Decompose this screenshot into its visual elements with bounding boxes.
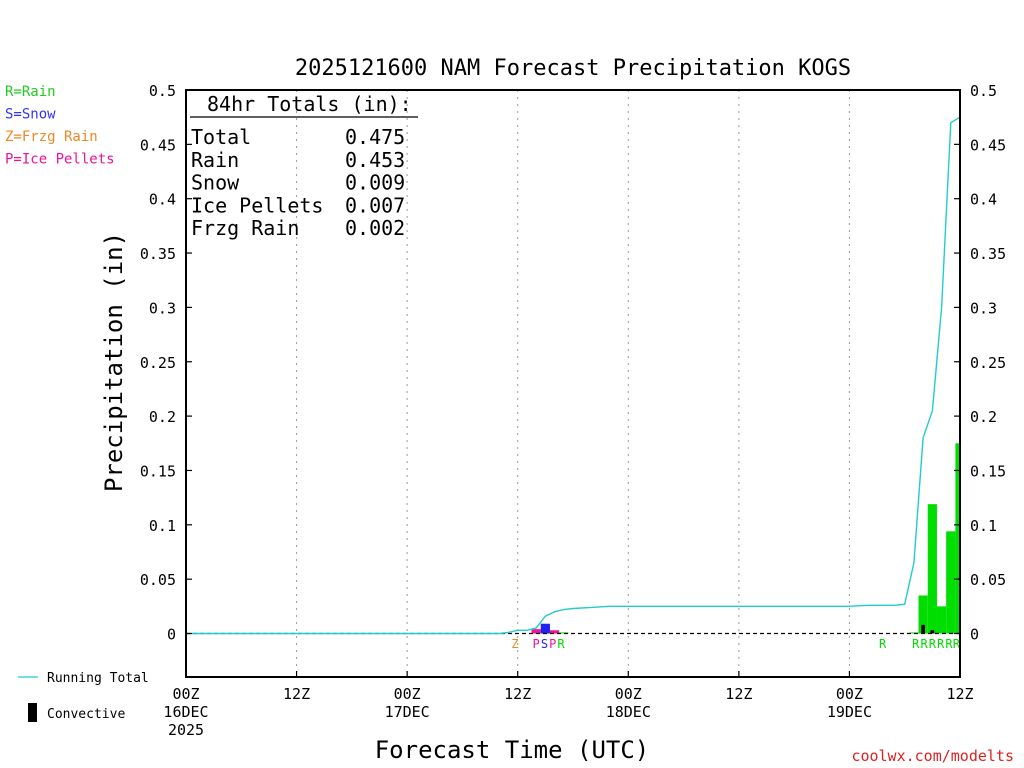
- y-tick-label-right: 0.2: [970, 408, 997, 426]
- convective-legend-label: Convective: [47, 707, 125, 722]
- ptype-legend: R=Rain S=Snow Z=Frzg Rain P=Ice Pellets: [5, 84, 115, 168]
- x-tick-label: 00Z: [615, 685, 642, 703]
- x-tick-label: 12Z: [283, 685, 310, 703]
- source-credit: coolwx.com/modelts: [851, 747, 1014, 765]
- x-tick-label: 12Z: [946, 685, 973, 703]
- totals-header: 84hr Totals (in):: [207, 92, 412, 116]
- precip-bar: [549, 630, 560, 634]
- x-tick-label: 19DEC: [827, 703, 872, 721]
- ptype-marker: R: [912, 637, 920, 651]
- y-tick-label-right: 0.1: [970, 517, 997, 535]
- ptype-legend-item: P=Ice Pellets: [5, 152, 115, 168]
- y-tick-label-right: 0.45: [970, 136, 1006, 154]
- totals-value: 0.453: [345, 148, 405, 172]
- y-tick-label-left: 0: [167, 626, 176, 644]
- y-tick-label-left: 0.25: [140, 354, 176, 372]
- y-tick-label-right: 0.05: [970, 571, 1006, 589]
- totals-value: 0.007: [345, 193, 405, 217]
- x-tick-label: 00Z: [836, 685, 863, 703]
- precip-bars: [531, 443, 960, 634]
- y-tick-label-left: 0.45: [140, 136, 176, 154]
- y-tick-label-left: 0.1: [149, 517, 176, 535]
- ptype-marker: R: [879, 637, 887, 651]
- totals-label: Rain: [191, 148, 239, 172]
- y-tick-label-left: 0.3: [149, 299, 176, 317]
- x-tick-label: 12Z: [725, 685, 752, 703]
- chart-title: 2025121600 NAM Forecast Precipitation KO…: [295, 56, 851, 81]
- ptype-marker: R: [920, 637, 928, 651]
- x-tick-label: 18DEC: [606, 703, 651, 721]
- x-tick-label: 2025: [168, 721, 204, 739]
- ptype-marker: P: [549, 637, 556, 651]
- y-tick-label-right: 0.25: [970, 354, 1006, 372]
- y-tick-label-right: 0.5: [970, 82, 997, 100]
- running-total-series: [186, 116, 961, 635]
- ptype-marker: P: [533, 637, 540, 651]
- y-axis-title: Precipitation (in): [100, 232, 128, 492]
- precip-bar: [531, 629, 541, 634]
- y-tick-label-right: 0: [970, 626, 979, 644]
- precip-bar: [918, 595, 928, 634]
- totals-label: Ice Pellets: [191, 193, 323, 217]
- totals-value: 0.009: [345, 171, 405, 195]
- plot-frame: [185, 89, 961, 678]
- ptype-legend-item: Z=Frzg Rain: [5, 129, 98, 145]
- convective-legend-swatch: [28, 703, 37, 722]
- running-total-legend-label: Running Total: [47, 671, 149, 686]
- x-tick-label: 17DEC: [385, 703, 430, 721]
- ptype-marker: Z: [511, 637, 518, 651]
- convective-bars: [921, 624, 935, 634]
- totals-label: Frzg Rain: [191, 216, 299, 240]
- y-tick-label-right: 0.15: [970, 462, 1006, 480]
- totals-box: 84hr Totals (in): Total 0.475 Rain 0.453 Sno…: [190, 92, 418, 240]
- x-tick-label: 00Z: [394, 685, 421, 703]
- y-axis-ticks: 0 0 0.05 0.05 0.1 0.1 0.15 0.15 0.2 0.2 0.25 0.25 0.…: [140, 82, 1006, 644]
- ptype-legend-item: S=Snow: [5, 107, 56, 123]
- ptype-marker: S: [541, 637, 548, 651]
- ptype-marker: R: [945, 637, 953, 651]
- y-tick-label-left: 0.35: [140, 245, 176, 263]
- totals-label: Total: [191, 125, 251, 149]
- ptype-marker: R: [929, 637, 937, 651]
- y-tick-label-right: 0.35: [970, 245, 1006, 263]
- precip-bar: [946, 531, 956, 634]
- x-tick-label: 00Z: [172, 685, 199, 703]
- y-tick-label-right: 0.3: [970, 299, 997, 317]
- totals-value: 0.475: [345, 125, 405, 149]
- y-tick-label-right: 0.4: [970, 191, 997, 209]
- totals-label: Snow: [191, 171, 240, 195]
- precip-bar: [936, 606, 947, 634]
- y-tick-label-left: 0.2: [149, 408, 176, 426]
- precip-bar: [955, 443, 960, 634]
- x-axis-title: Forecast Time (UTC): [375, 736, 650, 764]
- y-tick-label-left: 0.4: [149, 191, 176, 209]
- running-total-line: [186, 116, 961, 635]
- series-legend: Running Total Convective: [18, 671, 149, 722]
- ptype-marker: R: [953, 637, 961, 651]
- y-tick-label-left: 0.15: [140, 462, 176, 480]
- precip-bar: [927, 504, 937, 634]
- ptype-marker: R: [937, 637, 945, 651]
- ptype-legend-item: R=Rain: [5, 84, 56, 100]
- precip-bar: [909, 632, 919, 634]
- convective-bar: [930, 630, 935, 634]
- precip-bar: [559, 632, 569, 634]
- precip-bar: [540, 623, 550, 634]
- totals-value: 0.002: [345, 216, 405, 240]
- convective-bar: [921, 624, 925, 634]
- plot-border: [185, 89, 961, 678]
- y-tick-label-left: 0.05: [140, 571, 176, 589]
- x-tick-label: 12Z: [504, 685, 531, 703]
- ptype-marker: R: [557, 637, 565, 651]
- x-tick-label: 16DEC: [163, 703, 208, 721]
- y-tick-label-left: 0.5: [149, 82, 176, 100]
